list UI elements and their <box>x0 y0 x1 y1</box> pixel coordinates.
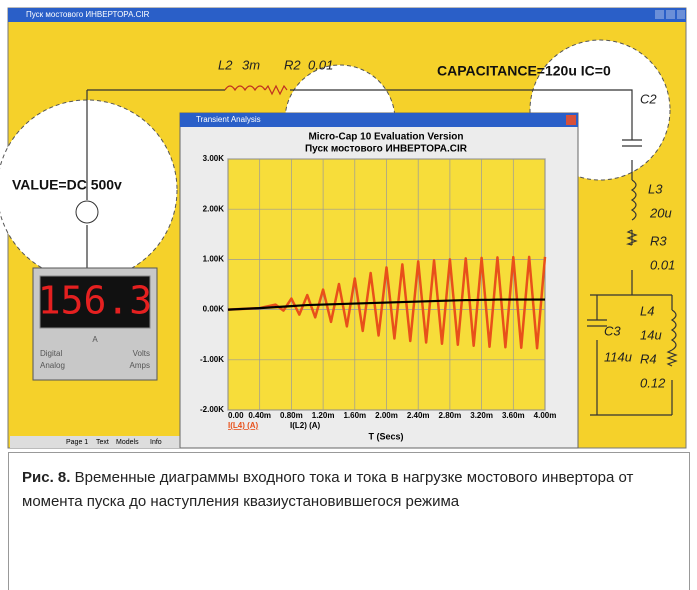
close-button[interactable] <box>677 10 685 19</box>
minimize-button[interactable] <box>655 10 664 19</box>
x-tick-label: 2.00m <box>375 411 398 420</box>
caption-label: Рис. 8. <box>22 469 70 486</box>
tab[interactable]: Models <box>116 439 139 446</box>
source-symbol <box>76 201 98 223</box>
x-axis-label: T (Secs) <box>368 431 403 441</box>
window-title: Пуск мостового ИНВЕРТОРА.CIR <box>26 10 150 19</box>
x-tick-label: 0.80m <box>280 411 303 420</box>
label: 3m <box>242 57 260 72</box>
x-tick-label: 2.40m <box>407 411 430 420</box>
maximize-button[interactable] <box>666 10 675 19</box>
close-button[interactable] <box>566 115 576 125</box>
legend-entry: I(L2) (A) <box>290 421 321 430</box>
x-tick-label: 1.20m <box>312 411 335 420</box>
x-tick-label: 3.20m <box>470 411 493 420</box>
screenshot: Пуск мостового ИНВЕРТОРА.CIR L2 3m R2 0.… <box>0 0 697 452</box>
page: Пуск мостового ИНВЕРТОРА.CIR L2 3m R2 0.… <box>0 0 697 589</box>
meter-mode[interactable]: Digital <box>40 349 62 358</box>
caption: Рис. 8. Временные диаграммы входного ток… <box>22 466 672 514</box>
meter-reading: 156.3 <box>38 279 152 323</box>
window-title: Transient Analysis <box>196 115 261 124</box>
label: CAPACITANCE=120u IC=0 <box>437 63 611 79</box>
meter-symbol: A <box>92 335 98 344</box>
x-tick-label: 4.00m <box>534 411 557 420</box>
meter-unit[interactable]: Volts <box>133 349 150 358</box>
meter-mode[interactable]: Analog <box>40 361 65 370</box>
label: R3 <box>650 233 667 248</box>
tab[interactable]: Info <box>150 439 162 446</box>
label: L4 <box>640 303 654 318</box>
legend-entry: I(L4) (A) <box>228 421 259 430</box>
tab[interactable]: Page 1 <box>66 439 88 446</box>
label: VALUE=DC 500v <box>12 177 122 193</box>
label: 0.12 <box>640 375 666 390</box>
caption-text: Временные диаграммы входного тока и тока… <box>22 469 633 510</box>
y-tick-label: 2.00K <box>203 204 225 213</box>
chart-subtitle: Пуск мостового ИНВЕРТОРА.CIR <box>305 144 468 155</box>
tab[interactable]: Text <box>96 439 109 446</box>
label: R2 <box>284 57 301 72</box>
chart-title: Micro-Cap 10 Evaluation Version <box>308 132 463 143</box>
y-tick-label: 1.00K <box>203 255 225 264</box>
label: L3 <box>648 181 663 196</box>
x-tick-label: 3.60m <box>502 411 525 420</box>
label: 0.01 <box>650 257 675 272</box>
y-tick-label: 0.00K <box>203 305 225 314</box>
label: 14u <box>640 327 662 342</box>
y-tick-label: -1.00K <box>200 355 224 364</box>
meter-unit[interactable]: Amps <box>130 361 150 370</box>
label: 20u <box>649 205 672 220</box>
x-tick-label: 0.00 <box>228 411 244 420</box>
label: C3 <box>604 323 621 338</box>
label: R4 <box>640 351 657 366</box>
x-tick-label: 2.80m <box>439 411 462 420</box>
y-tick-label: -2.00K <box>200 405 224 414</box>
label: 114u <box>604 349 632 364</box>
label: L2 <box>218 57 233 72</box>
x-tick-label: 0.40m <box>248 411 271 420</box>
label: 0.01 <box>308 57 333 72</box>
label: C2 <box>640 91 657 106</box>
x-tick-label: 1.60m <box>343 411 366 420</box>
y-tick-label: 3.00K <box>203 154 225 163</box>
